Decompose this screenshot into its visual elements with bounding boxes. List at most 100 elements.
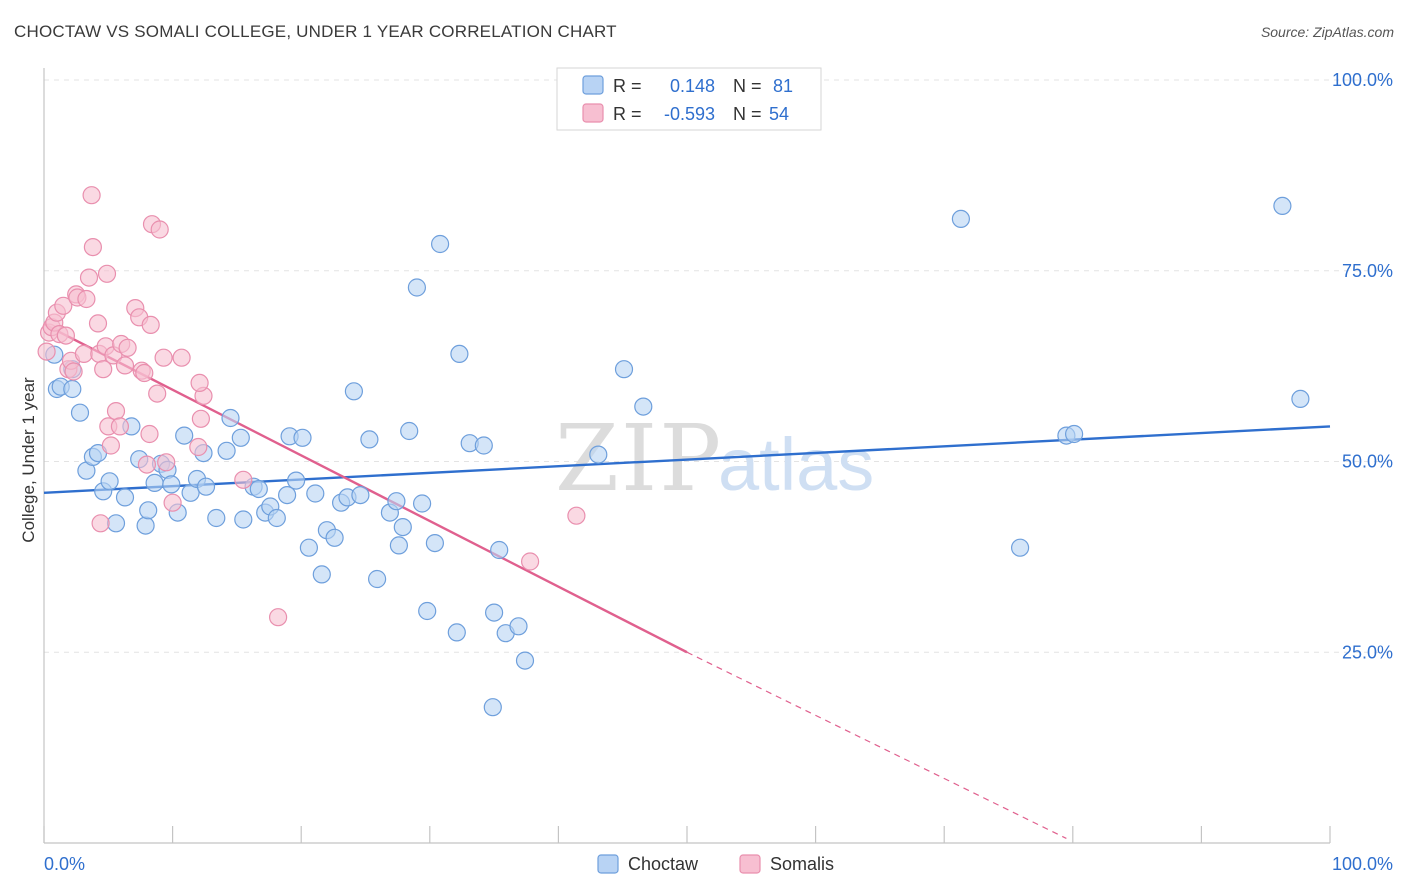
somali-point [106,402,126,421]
tick-labels: 25.0% 50.0% 75.0% 100.0% 0.0% 100.0% [44,70,1393,874]
somali-point [64,362,83,381]
choctaw-point [278,486,297,505]
gridlines [44,79,1392,653]
somali-point [37,342,56,361]
somali-point [163,493,182,512]
choctaw-r-value: 0.148 [670,76,715,96]
chart-title: CHOCTAW VS SOMALI COLLEGE, UNDER 1 YEAR … [14,22,617,41]
choctaw-n-value: 81 [773,76,793,96]
choctaw-point [407,278,426,297]
choctaw-point [509,617,528,636]
somali-point [190,373,209,392]
choctaw-point [360,430,379,449]
choctaw-point [614,360,634,379]
choctaw-point [231,428,250,447]
choctaw-point [325,528,344,547]
choctaw-point [400,421,419,441]
choctaw-point [634,397,653,416]
choctaw-point [368,569,387,589]
choctaw-point [344,382,363,401]
somali-point [94,360,113,379]
y-tick-label: 75.0% [1342,261,1393,281]
x-tick-label: 100.0% [1332,854,1393,874]
choctaw-point [249,479,268,499]
axes [43,68,1331,844]
choctaw-point [299,538,318,557]
choctaw-swatch [582,75,604,95]
somali-point [115,356,135,375]
somali-point [137,455,156,474]
choctaw-point [447,623,466,642]
choctaw-point [267,508,286,528]
choctaw-r-label: R = [613,76,642,96]
choctaw-point [287,471,306,490]
choctaw-point [387,492,406,511]
choctaw-point [1010,538,1030,557]
choctaw-point [474,436,493,455]
choctaw-point [589,445,608,464]
choctaw-point [207,508,226,528]
choctaw-point [389,536,408,555]
choctaw-point [485,603,504,622]
somali-point [172,348,191,367]
somali-legend-swatch [739,854,761,874]
somali-point [118,338,137,357]
somali-point [83,238,103,257]
choctaw-point [162,475,181,494]
choctaw-point [1291,389,1310,408]
somali-point [141,315,160,334]
choctaw-point [63,379,82,399]
choctaw-point [221,408,240,428]
somali-point [191,409,210,428]
somali-swatch [582,103,604,123]
chart-source: Source: ZipAtlas.com [1260,24,1394,40]
choctaw-point [175,426,194,445]
series-legend: Choctaw Somalis [597,854,834,874]
choctaw-point [217,441,236,460]
choctaw-point [145,473,164,492]
y-tick-label: 50.0% [1342,452,1393,472]
choctaw-point [413,494,432,513]
choctaw-point [234,510,253,529]
choctaw-point [1273,196,1292,215]
choctaw-point [312,565,331,584]
data-points [37,186,1310,717]
somali-legend-label: Somalis [770,854,834,874]
choctaw-point [483,698,502,717]
somali-point [157,453,176,472]
choctaw-point [418,601,437,621]
choctaw-point [100,472,119,491]
somali-point [110,417,130,436]
somali-n-value: 54 [769,104,789,124]
choctaw-point [136,516,155,535]
somali-point [91,514,110,533]
somali-r-label: R = [613,104,642,124]
somali-point [234,470,253,489]
somali-point [77,289,96,309]
watermark-atlas: atlas [718,423,874,506]
choctaw-point [293,428,312,447]
somali-point [88,314,108,333]
choctaw-point [490,540,509,560]
choctaw-point [106,514,126,533]
somali-trend-line-extrapolated [686,651,1067,839]
choctaw-point [196,477,216,496]
choctaw-n-label: N = [733,76,762,96]
y-tick-label: 100.0% [1332,70,1393,90]
trend-lines [43,323,1331,839]
choctaw-point [139,501,158,520]
choctaw-point [70,403,90,422]
somali-point [135,363,154,383]
choctaw-point [351,486,370,505]
choctaw-point [951,209,971,228]
choctaw-point [431,234,450,254]
choctaw-point [425,533,444,553]
stats-legend: R = 0.148 N = 81 R = -0.593 N = 54 [556,67,822,131]
x-tick-label: 0.0% [44,854,85,874]
somali-point [148,384,167,403]
y-tick-label: 25.0% [1342,642,1393,662]
somali-point [150,220,169,239]
choctaw-point [393,517,412,537]
somali-point [74,344,94,363]
somali-point [269,608,288,627]
